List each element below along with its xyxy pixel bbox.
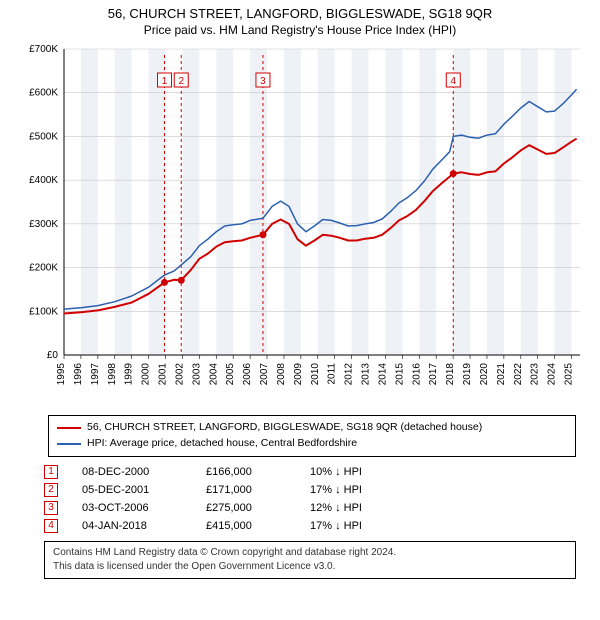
- svg-text:£0: £0: [47, 350, 59, 361]
- svg-text:2002: 2002: [174, 363, 185, 386]
- svg-text:2025: 2025: [564, 363, 575, 386]
- svg-text:2016: 2016: [411, 363, 422, 386]
- svg-text:2012: 2012: [344, 363, 355, 386]
- sale-date: 08-DEC-2000: [82, 466, 182, 478]
- svg-text:2022: 2022: [513, 363, 524, 386]
- sale-marker-icon: 4: [44, 519, 58, 533]
- svg-text:2: 2: [178, 76, 184, 87]
- svg-text:2010: 2010: [310, 363, 321, 386]
- sale-marker-icon: 2: [44, 483, 58, 497]
- svg-text:4: 4: [451, 76, 457, 87]
- chart-subtitle: Price paid vs. HM Land Registry's House …: [0, 23, 600, 37]
- table-row: 2 05-DEC-2001 £171,000 17% ↓ HPI: [44, 481, 576, 499]
- svg-text:2006: 2006: [242, 363, 253, 386]
- svg-text:£200K: £200K: [29, 263, 58, 274]
- legend-swatch-hpi: [57, 443, 81, 445]
- svg-text:£300K: £300K: [29, 219, 58, 230]
- svg-text:2018: 2018: [445, 363, 456, 386]
- sale-diff: 10% ↓ HPI: [310, 466, 410, 478]
- svg-text:2003: 2003: [191, 363, 202, 386]
- legend-swatch-property: [57, 427, 81, 429]
- legend-label: 56, CHURCH STREET, LANGFORD, BIGGLESWADE…: [87, 420, 482, 436]
- svg-text:2021: 2021: [496, 363, 507, 386]
- legend: 56, CHURCH STREET, LANGFORD, BIGGLESWADE…: [48, 415, 576, 457]
- sale-diff: 17% ↓ HPI: [310, 484, 410, 496]
- footer: Contains HM Land Registry data © Crown c…: [44, 541, 576, 579]
- legend-item: 56, CHURCH STREET, LANGFORD, BIGGLESWADE…: [57, 420, 567, 436]
- sale-diff: 12% ↓ HPI: [310, 502, 410, 514]
- svg-text:£500K: £500K: [29, 131, 58, 142]
- svg-text:2014: 2014: [377, 363, 388, 386]
- svg-text:1999: 1999: [124, 363, 135, 386]
- svg-text:1998: 1998: [107, 363, 118, 386]
- svg-text:2001: 2001: [158, 363, 169, 386]
- svg-text:2004: 2004: [208, 363, 219, 386]
- svg-text:£700K: £700K: [29, 44, 58, 55]
- sale-price: £166,000: [206, 466, 286, 478]
- legend-item: HPI: Average price, detached house, Cent…: [57, 436, 567, 452]
- sale-diff: 17% ↓ HPI: [310, 520, 410, 532]
- sale-price: £415,000: [206, 520, 286, 532]
- chart-title: 56, CHURCH STREET, LANGFORD, BIGGLESWADE…: [0, 6, 600, 21]
- svg-text:2015: 2015: [394, 363, 405, 386]
- sales-table: 1 08-DEC-2000 £166,000 10% ↓ HPI 2 05-DE…: [44, 463, 576, 535]
- sale-price: £275,000: [206, 502, 286, 514]
- svg-text:2020: 2020: [479, 363, 490, 386]
- svg-text:2000: 2000: [141, 363, 152, 386]
- chart-svg: £0 £100K £200K £300K £400K £500K £600K £700K 199…: [20, 43, 590, 403]
- sale-date: 04-JAN-2018: [82, 520, 182, 532]
- svg-text:1996: 1996: [73, 363, 84, 386]
- table-row: 3 03-OCT-2006 £275,000 12% ↓ HPI: [44, 499, 576, 517]
- table-row: 1 08-DEC-2000 £166,000 10% ↓ HPI: [44, 463, 576, 481]
- svg-text:2009: 2009: [293, 363, 304, 386]
- chart-area: £0 £100K £200K £300K £400K £500K £600K £700K 199…: [20, 43, 590, 403]
- svg-text:2024: 2024: [547, 363, 558, 386]
- svg-text:2008: 2008: [276, 363, 287, 386]
- svg-text:1: 1: [162, 76, 168, 87]
- svg-text:2011: 2011: [327, 363, 338, 385]
- svg-text:£100K: £100K: [29, 306, 58, 317]
- svg-text:2017: 2017: [428, 363, 439, 386]
- svg-text:2013: 2013: [361, 363, 372, 386]
- legend-label: HPI: Average price, detached house, Cent…: [87, 436, 357, 452]
- svg-text:1997: 1997: [90, 363, 101, 386]
- table-row: 4 04-JAN-2018 £415,000 17% ↓ HPI: [44, 517, 576, 535]
- sale-marker-icon: 1: [44, 465, 58, 479]
- svg-text:3: 3: [260, 76, 266, 87]
- sale-marker-icon: 3: [44, 501, 58, 515]
- sale-date: 05-DEC-2001: [82, 484, 182, 496]
- footer-line: Contains HM Land Registry data © Crown c…: [53, 546, 567, 560]
- svg-text:1995: 1995: [56, 363, 67, 386]
- svg-text:2019: 2019: [462, 363, 473, 386]
- title-block: 56, CHURCH STREET, LANGFORD, BIGGLESWADE…: [0, 0, 600, 39]
- footer-line: This data is licensed under the Open Gov…: [53, 560, 567, 574]
- svg-text:£400K: £400K: [29, 175, 58, 186]
- svg-text:2023: 2023: [530, 363, 541, 386]
- sale-date: 03-OCT-2006: [82, 502, 182, 514]
- chart-container: 56, CHURCH STREET, LANGFORD, BIGGLESWADE…: [0, 0, 600, 620]
- svg-text:2005: 2005: [225, 363, 236, 386]
- sale-price: £171,000: [206, 484, 286, 496]
- svg-text:£600K: £600K: [29, 88, 58, 99]
- svg-text:2007: 2007: [259, 363, 270, 386]
